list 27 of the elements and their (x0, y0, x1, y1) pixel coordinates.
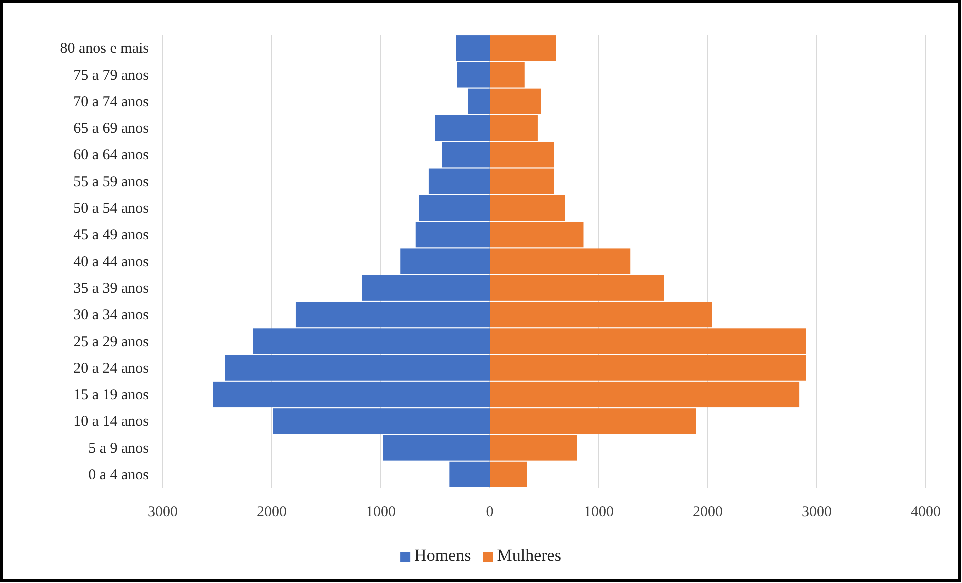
legend-label: Mulheres (497, 546, 562, 565)
y-tick-label: 70 a 74 anos (74, 94, 150, 110)
x-tick-label: 1000 (366, 504, 396, 521)
y-tick-label: 55 a 59 anos (74, 174, 150, 190)
y-tick-label: 80 anos e mais (60, 41, 150, 58)
y-tick-label: 25 a 29 anos (74, 334, 150, 350)
y-tick-label: 35 a 39 anos (74, 280, 150, 297)
x-tick-label: 3000 (148, 504, 178, 521)
y-tick-label: 60 a 64 anos (74, 148, 150, 164)
x-tick-label: 1000 (584, 504, 614, 521)
y-tick-label: 50 a 54 anos (74, 201, 150, 218)
x-tick-label: 2000 (257, 504, 287, 521)
y-tick-label: 20 a 24 anos (74, 360, 150, 377)
y-tick-label: 75 a 79 anos (74, 68, 150, 84)
y-tick-label: 40 a 44 anos (74, 254, 150, 270)
y-tick-label: 15 a 19 anos (74, 388, 150, 404)
y-tick-label: 0 a 4 anos (88, 467, 150, 484)
x-tick-label: 4000 (911, 504, 941, 521)
legend-label: Homens (414, 546, 472, 565)
x-tick-label: 2000 (693, 504, 723, 521)
y-tick-label: 65 a 69 anos (74, 121, 150, 138)
x-tick-label: 3000 (802, 504, 832, 521)
y-tick-label: 10 a 14 anos (74, 414, 150, 430)
y-tick-label: 5 a 9 anos (88, 440, 150, 457)
y-tick-label: 30 a 34 anos (74, 308, 150, 324)
y-tick-label: 45 a 49 anos (74, 228, 150, 244)
x-tick-label: 0 (486, 504, 494, 521)
